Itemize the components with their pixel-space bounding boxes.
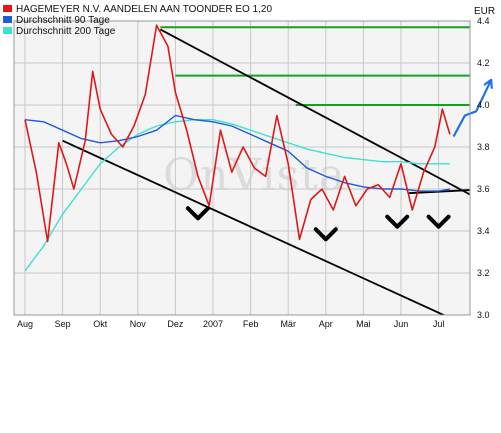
legend-swatch — [3, 16, 12, 23]
y-tick-label: 3.8 — [477, 142, 490, 152]
forecast-layer — [452, 78, 493, 138]
bottom-marker-1 — [185, 206, 210, 221]
legend: HAGEMEYER N.V. AANDELEN AAN TOONDER EO 1… — [3, 4, 272, 37]
plot-background — [14, 21, 470, 315]
legend-swatch — [3, 27, 12, 34]
annotation-layer — [62, 26, 470, 315]
y-tick-label: 4.2 — [477, 58, 490, 68]
legend-label: Durchschnitt 200 Tage — [16, 26, 116, 37]
axis-layer: Aug Sep Okt Nov Dez 2007 Feb Mär Apr Mai Jun Jul 3.0… — [17, 16, 490, 329]
y-tick-label: 3.0 — [477, 310, 490, 320]
forecast-arrow — [452, 79, 493, 138]
x-tick-label: Mai — [356, 319, 371, 329]
bottom-marker-3 — [385, 214, 410, 229]
x-tick-label: Feb — [243, 319, 259, 329]
lower-trend-line — [62, 139, 446, 315]
price-line — [24, 24, 451, 243]
x-tick-label: 2007 — [203, 319, 223, 329]
ma200-line — [24, 118, 450, 272]
y-tick-label: 4.0 — [477, 100, 490, 110]
x-tick-label: Okt — [93, 319, 108, 329]
x-tick-label: Nov — [130, 319, 147, 329]
y-tick-label: 4.4 — [477, 16, 490, 26]
series-layer — [24, 24, 451, 272]
middle-trend-line — [408, 189, 470, 195]
legend-label: Durchschnitt 90 Tage — [16, 15, 110, 26]
watermark: OnVista — [163, 150, 346, 201]
bottom-marker-2 — [313, 227, 338, 242]
y-tick-label: 3.6 — [477, 184, 490, 194]
x-tick-label: Dez — [167, 319, 184, 329]
legend-swatch — [3, 5, 12, 12]
x-tick-label: Jun — [394, 319, 409, 329]
y-tick-label: 3.2 — [477, 268, 490, 278]
y-tick-label: 3.4 — [477, 226, 490, 236]
currency-label: EUR — [474, 6, 495, 17]
plot-frame — [13, 20, 471, 316]
x-tick-label: Jul — [433, 319, 445, 329]
ma90-line — [24, 114, 451, 192]
upper-trend-line — [159, 28, 470, 196]
legend-label: HAGEMEYER N.V. AANDELEN AAN TOONDER EO 1… — [16, 4, 272, 15]
x-tick-label: Aug — [17, 319, 33, 329]
x-tick-label: Sep — [55, 319, 71, 329]
x-tick-label: Apr — [319, 319, 333, 329]
bottom-marker-4 — [426, 214, 451, 229]
marker-layer — [185, 206, 451, 242]
forecast-arrow-head — [483, 78, 493, 89]
x-tick-label: Mär — [280, 319, 296, 329]
